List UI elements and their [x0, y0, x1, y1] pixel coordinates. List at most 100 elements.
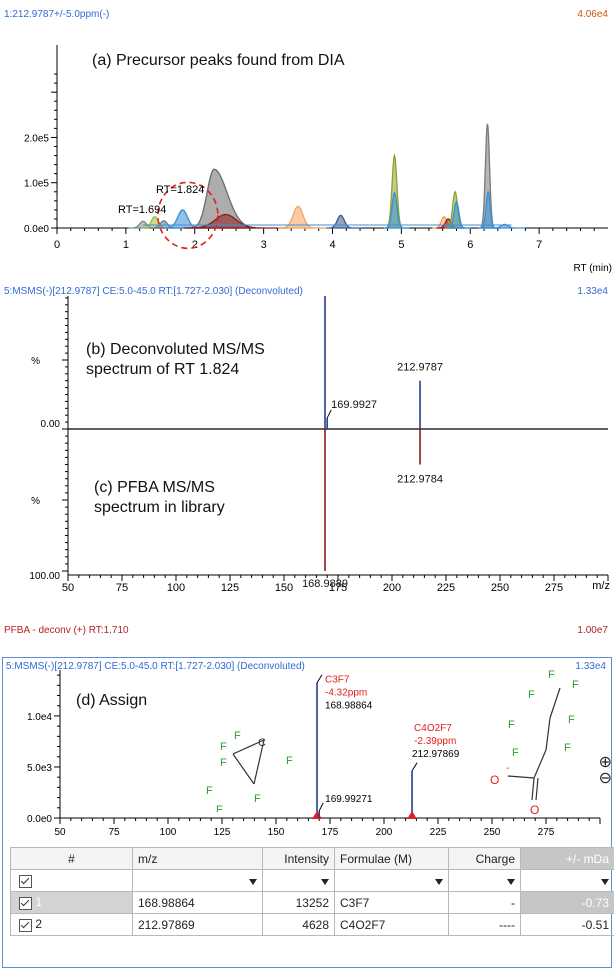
y-tick-label: 2.0e5 [24, 133, 49, 144]
spectrum-c-title: (c) PFBA MS/MS spectrum in library [94, 479, 225, 516]
x-tick-label: 125 [221, 582, 239, 594]
x-tick-label: 175 [329, 582, 347, 594]
ppm-label: -4.32ppm [325, 688, 367, 699]
chromatogram-max: 4.06e4 [577, 9, 608, 20]
assign-max: 1.33e4 [575, 661, 606, 672]
filter-icon[interactable] [435, 878, 443, 885]
table-filter-row [10, 869, 614, 892]
peak-label: 168.98864 [325, 701, 373, 712]
rt-annotation: RT=1.694 [118, 204, 166, 216]
f-atom: F [568, 714, 575, 726]
rt-annotation: RT=1.824 [156, 184, 204, 196]
library-max: 1.00e7 [577, 625, 608, 636]
c3f7-structure: F F F F F F F C [206, 730, 293, 812]
spectrum-b-title: (b) Deconvoluted MS/MS spectrum of RT 1.8… [86, 341, 265, 378]
f-atom: F [548, 669, 555, 681]
x-tick-label: 200 [383, 582, 401, 594]
label-leader [411, 762, 418, 772]
x-tick-label: 5 [398, 239, 404, 251]
col-header-mz[interactable]: m/z [132, 847, 263, 870]
label-leader [326, 409, 332, 419]
highlight-circle [157, 181, 219, 250]
filter-intensity[interactable] [262, 869, 335, 892]
y-tick-label: 1.0e5 [24, 179, 49, 190]
negative-charge: - [506, 763, 509, 774]
cell-formula: C3F7 [334, 891, 449, 914]
mirror-spectrum-chart: 100.00%0.00%100.005075100125150175200225… [29, 296, 610, 594]
x-tick-label: 50 [62, 582, 74, 594]
x-tick-label: 6 [467, 239, 473, 251]
f-atom: F [512, 747, 519, 759]
row-checkbox[interactable]: 2 [10, 913, 133, 936]
table-row[interactable]: 1 168.98864 13252 C3F7 - -0.73 [10, 891, 614, 914]
o-atom: O [530, 803, 539, 817]
x-tick-label: 275 [538, 827, 555, 838]
zoom-in-icon[interactable]: ⊕ [598, 754, 612, 771]
select-all-checkbox[interactable] [10, 869, 133, 892]
table-row[interactable]: 2 212.97869 4628 C4O2F7 ---- -0.51 [10, 913, 614, 936]
x-tick-label: 250 [491, 582, 509, 594]
x-tick-label: 75 [108, 827, 120, 838]
msms-max: 1.33e4 [577, 286, 608, 297]
formula-label: C3F7 [325, 675, 350, 686]
x-axis-label: m/z [592, 580, 610, 592]
cell-formula: C4O2F7 [334, 913, 449, 936]
label-leader [318, 802, 324, 812]
label-leader [316, 674, 323, 684]
x-tick-label: 7 [536, 239, 542, 251]
col-header-charge[interactable]: Charge [448, 847, 521, 870]
f-atom: F [508, 719, 515, 731]
x-tick-label: 275 [545, 582, 563, 594]
col-header-num[interactable]: # [10, 847, 133, 870]
pfba-structure: F F F F F F F O O - [490, 669, 579, 817]
y-tick-label: 1.0e4 [27, 712, 52, 723]
y-tick-label: 100.00 [29, 296, 60, 298]
filter-icon[interactable] [321, 878, 329, 885]
x-tick-label: 175 [322, 827, 339, 838]
x-tick-label: 100 [167, 582, 185, 594]
filter-mz[interactable] [132, 869, 263, 892]
x-tick-label: 150 [275, 582, 293, 594]
f-atom: F [220, 741, 227, 753]
filter-mda[interactable] [520, 869, 614, 892]
f-atom: F [564, 742, 571, 754]
f-atom: F [220, 757, 227, 769]
y-tick-label: 0.00 [41, 419, 61, 430]
col-header-mda[interactable]: +/- mDa [520, 847, 614, 870]
peak-label: 212.9784 [397, 474, 443, 486]
x-tick-label: 4 [329, 239, 335, 251]
ppm-label: -2.39ppm [414, 736, 456, 747]
x-tick-label: 1 [123, 239, 129, 251]
assignment-table: # m/z Intensity Formulae (M) Charge +/- … [10, 847, 614, 936]
zoom-out-icon[interactable]: ⊖ [598, 770, 612, 787]
cell-mz: 168.98864 [132, 891, 263, 914]
filter-icon[interactable] [601, 878, 609, 885]
filter-charge[interactable] [448, 869, 521, 892]
peak-marker [312, 811, 323, 819]
peak-label: 169.99271 [325, 794, 373, 805]
chromatogram-peak [384, 191, 409, 229]
f-atom: F [216, 804, 223, 812]
col-header-intensity[interactable]: Intensity [262, 847, 335, 870]
filter-formula[interactable] [334, 869, 449, 892]
filter-icon[interactable] [507, 878, 515, 885]
col-header-formula[interactable]: Formulae (M) [334, 847, 449, 870]
peak-label: 212.97869 [412, 749, 460, 760]
y-tick-label: 0.0e0 [24, 224, 49, 235]
f-atom: F [254, 793, 261, 805]
chromatogram-chart: 0 1 2 3 4 5 6 7 0.0e0 1.0e5 2.0e5 RT (min) RT=1.694 R… [24, 45, 612, 274]
x-tick-label: 75 [116, 582, 128, 594]
x-tick-label: 100 [160, 827, 177, 838]
filter-icon[interactable] [249, 878, 257, 885]
row-checkbox[interactable]: 1 [10, 891, 133, 914]
peak-label: 168.9889 [302, 578, 348, 590]
x-tick-label: 225 [437, 582, 455, 594]
f-atom: F [286, 755, 293, 767]
x-tick-label: 0 [54, 239, 60, 251]
x-tick-label: 50 [54, 827, 66, 838]
x-tick-label: 2 [192, 239, 198, 251]
x-tick-label: 250 [484, 827, 501, 838]
cell-mda: -0.51 [520, 913, 614, 936]
chromatogram-title: (a) Precursor peaks found from DIA [92, 52, 345, 69]
x-axis-label: RT (min) [573, 263, 612, 274]
